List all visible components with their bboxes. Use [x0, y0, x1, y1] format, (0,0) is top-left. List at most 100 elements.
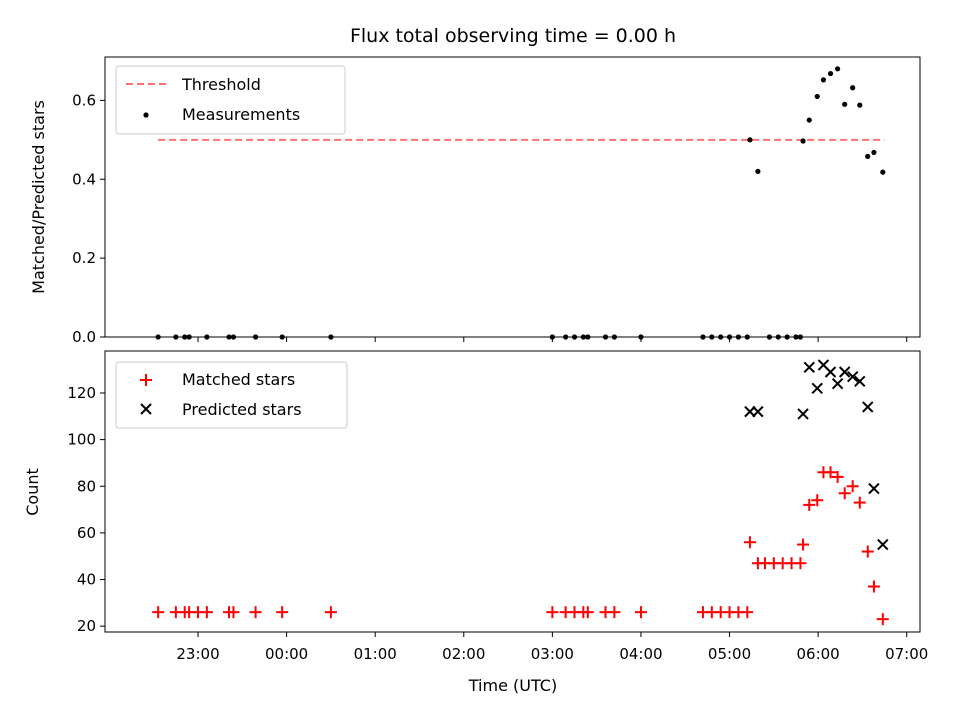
matched-star-point [152, 606, 165, 619]
measurement-point [709, 334, 715, 340]
matched-star-point [634, 606, 647, 619]
x-tick-label: 01:00 [354, 645, 397, 663]
top-y-tick-label: 0.2 [72, 249, 96, 267]
measurement-point [793, 334, 799, 340]
top-y-tick-label: 0.0 [72, 328, 96, 346]
predicted-star-point [803, 361, 815, 374]
legend-predicted-swatch [140, 403, 152, 415]
measurement-point [784, 334, 790, 340]
bottom-y-tick-label: 60 [77, 524, 96, 542]
measurement-point [602, 334, 609, 340]
matched-star-point [324, 606, 337, 619]
measurement-point [638, 334, 644, 340]
matched-star-point [249, 606, 262, 619]
measurement-point [186, 334, 192, 340]
measurement-point [766, 334, 773, 340]
bottom-y-tick-label: 20 [77, 617, 96, 635]
matched-star-point [831, 470, 844, 483]
x-tick-label: 04:00 [619, 645, 662, 663]
measurement-point [800, 138, 806, 144]
measurement-point [835, 66, 841, 72]
predicted-star-point [797, 408, 809, 420]
predicted-star-point [811, 382, 823, 395]
measurement-point [806, 117, 812, 123]
x-tick-label: 23:00 [176, 645, 219, 663]
matched-star-point [853, 496, 866, 509]
matched-star-point [876, 613, 889, 626]
matched-star-point [861, 545, 874, 558]
measurement-point [814, 93, 820, 100]
matched-star-point [741, 606, 754, 619]
bottom-x-ticks: 23:00 00:00 01:00 02:00 03:00 04:00 05:00 06:00… [176, 632, 928, 663]
bottom-y-ticks: 20 40 60 80 100 120 [67, 384, 105, 635]
measurement-point [571, 334, 578, 340]
measurement-point [857, 102, 863, 108]
matched-star-point [838, 487, 851, 500]
matched-star-point [227, 606, 240, 619]
predicted-star-point [877, 538, 889, 551]
predicted-star-point [854, 375, 866, 388]
measurement-point [155, 334, 161, 340]
matched-star-point [846, 480, 859, 493]
predicted-star-point [824, 366, 837, 378]
matched-star-point [867, 580, 880, 593]
x-tick-label: 03:00 [531, 645, 574, 663]
bottom-y-axis-label: Count [23, 468, 42, 516]
measurement-point [328, 334, 334, 340]
predicted-star-point [831, 377, 844, 390]
bottom-panel: 20 40 60 80 100 120 23:00 00:00 01:00 02:00 03:00… [23, 350, 928, 695]
count-points [152, 359, 889, 626]
x-tick-label: 06:00 [797, 645, 840, 663]
measurement-point [775, 334, 781, 340]
measurement-point [820, 77, 827, 83]
measurement-point [252, 334, 259, 340]
matched-star-point [811, 494, 824, 507]
top-y-ticks: 0.0 0.2 0.4 0.6 [72, 91, 105, 346]
measurement-point [827, 70, 834, 77]
matched-star-point [608, 606, 621, 619]
predicted-star-point [846, 370, 859, 383]
measurement-point [549, 334, 555, 340]
bottom-legend: Matched stars Predicted stars [115, 361, 348, 429]
predicted-star-point [868, 482, 880, 495]
measurement-point [865, 153, 871, 159]
measurement-point [797, 334, 804, 340]
top-y-tick-label: 0.6 [72, 91, 96, 109]
measurement-point [755, 168, 761, 174]
top-y-axis-label: Matched/Predicted stars [29, 100, 48, 294]
predicted-star-point [752, 405, 764, 418]
measurement-point [726, 334, 733, 340]
measurement-point [204, 334, 210, 340]
matched-star-point [546, 606, 559, 619]
measurement-point [871, 149, 877, 156]
measurements-points [155, 66, 886, 340]
measurement-point [735, 334, 741, 340]
measurement-point [580, 334, 586, 340]
matched-star-point [200, 606, 213, 619]
measurement-point [747, 137, 753, 143]
x-tick-label: 00:00 [265, 645, 308, 663]
legend-measurements-swatch [143, 112, 149, 118]
x-tick-label: 05:00 [708, 645, 751, 663]
measurement-point [744, 334, 750, 340]
bottom-plot-frame [104, 350, 921, 633]
predicted-star-point [838, 366, 851, 378]
legend-predicted-label: Predicted stars [182, 400, 302, 419]
top-y-tick-label: 0.4 [72, 170, 96, 188]
bottom-y-tick-label: 80 [77, 477, 96, 495]
measurement-point [182, 334, 188, 340]
measurement-point [700, 334, 706, 340]
predicted-star-point [862, 401, 874, 413]
matched-star-point [794, 557, 807, 570]
measurement-point [850, 85, 856, 91]
matched-star-point [581, 606, 594, 619]
measurement-point [611, 334, 617, 340]
chart-title: Flux total observing time = 0.00 h [350, 25, 676, 47]
matched-star-point [743, 536, 756, 549]
measurement-point [279, 334, 285, 340]
measurement-point [563, 334, 569, 340]
measurement-point [585, 334, 591, 340]
legend-matched-label: Matched stars [182, 370, 295, 389]
x-tick-label: 07:00 [885, 645, 928, 663]
